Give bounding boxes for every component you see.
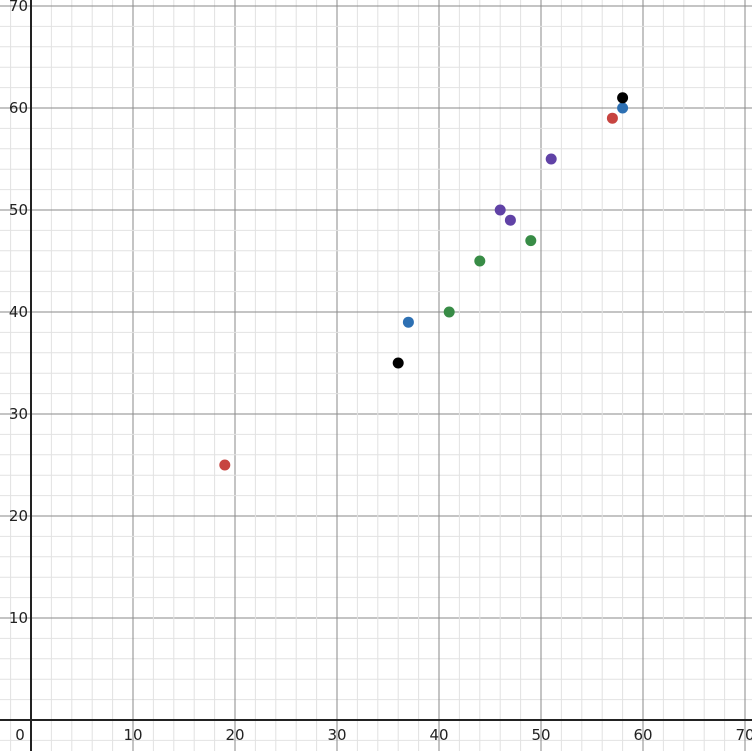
x-tick-label: 50 — [531, 726, 550, 744]
data-point — [402, 316, 414, 328]
data-point — [219, 459, 231, 471]
y-tick-label: 60 — [9, 99, 28, 117]
data-point — [443, 306, 455, 318]
data-point — [504, 214, 516, 226]
x-tick-label: 60 — [633, 726, 652, 744]
data-point — [545, 153, 557, 165]
x-tick-label: 20 — [225, 726, 244, 744]
data-points — [219, 92, 629, 471]
data-point — [494, 204, 506, 216]
y-tick-label: 70 — [9, 0, 28, 15]
data-point — [606, 112, 618, 124]
y-tick-label: 30 — [9, 405, 28, 423]
data-point — [474, 255, 486, 267]
y-tick-label: 20 — [9, 507, 28, 525]
origin-label: 0 — [15, 726, 25, 744]
data-point — [617, 102, 629, 114]
y-tick-label: 50 — [9, 201, 28, 219]
x-tick-label: 10 — [123, 726, 142, 744]
y-tick-label: 40 — [9, 303, 28, 321]
data-point — [525, 235, 537, 247]
y-tick-label: 10 — [9, 609, 28, 627]
data-point — [617, 92, 629, 104]
x-tick-label: 40 — [429, 726, 448, 744]
tick-labels: 10 20 30 40 50 60 70 10 20 30 40 50 60 70 0 — [9, 0, 752, 744]
x-tick-label: 70 — [735, 726, 752, 744]
data-point — [392, 357, 404, 369]
x-tick-label: 30 — [327, 726, 346, 744]
